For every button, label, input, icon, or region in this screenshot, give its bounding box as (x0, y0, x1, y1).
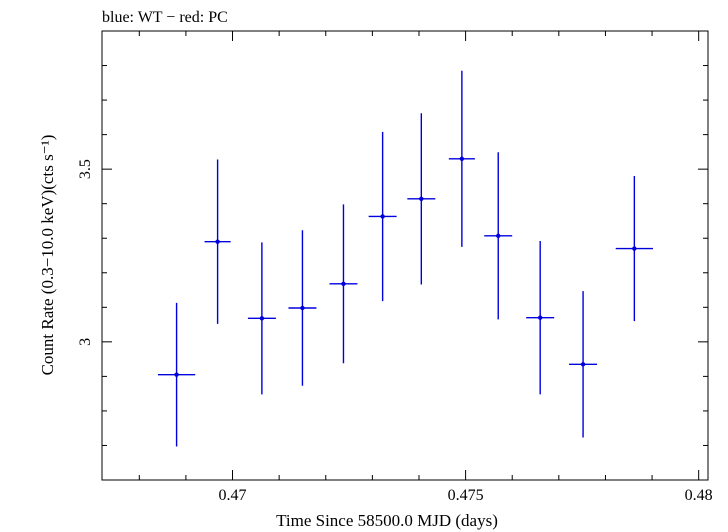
x-tick-label: 0.47 (219, 487, 247, 504)
plot-frame (101, 30, 709, 481)
data-point (484, 152, 513, 320)
data-point (526, 240, 555, 395)
y-tick-label: 3.5 (77, 159, 94, 179)
point-marker (341, 281, 346, 287)
y-tick-label: 3 (77, 338, 94, 346)
data-point (157, 302, 196, 447)
point-marker (537, 315, 543, 320)
point-marker (496, 233, 501, 239)
point-marker (259, 316, 265, 321)
x-tick-label: 0.48 (685, 487, 713, 504)
data-point (615, 176, 653, 322)
point-marker (300, 305, 305, 311)
point-marker (419, 196, 424, 202)
data-point (368, 131, 397, 302)
data-point (288, 230, 317, 386)
y-axis-label: Count Rate (0.3−10.0 keV)(cts s⁻¹) (38, 135, 57, 376)
x-tick-label: 0.475 (448, 487, 484, 504)
data-points (157, 70, 653, 447)
data-point (407, 113, 436, 285)
point-marker (459, 156, 465, 161)
point-marker (174, 372, 179, 377)
axis-ticks: 0.47 0.475 0.48 3 3.5 (77, 30, 713, 504)
chart-title: blue: WT − red: PC (102, 9, 228, 26)
x-axis-label: Time Since 58500.0 MJD (days) (276, 511, 498, 530)
data-point (329, 204, 358, 364)
point-marker (632, 246, 637, 251)
data-point (448, 70, 475, 247)
data-point (204, 159, 231, 324)
data-point (247, 242, 276, 395)
point-marker (215, 239, 220, 244)
point-marker (380, 214, 385, 219)
data-point (569, 291, 598, 438)
point-marker (580, 362, 586, 367)
